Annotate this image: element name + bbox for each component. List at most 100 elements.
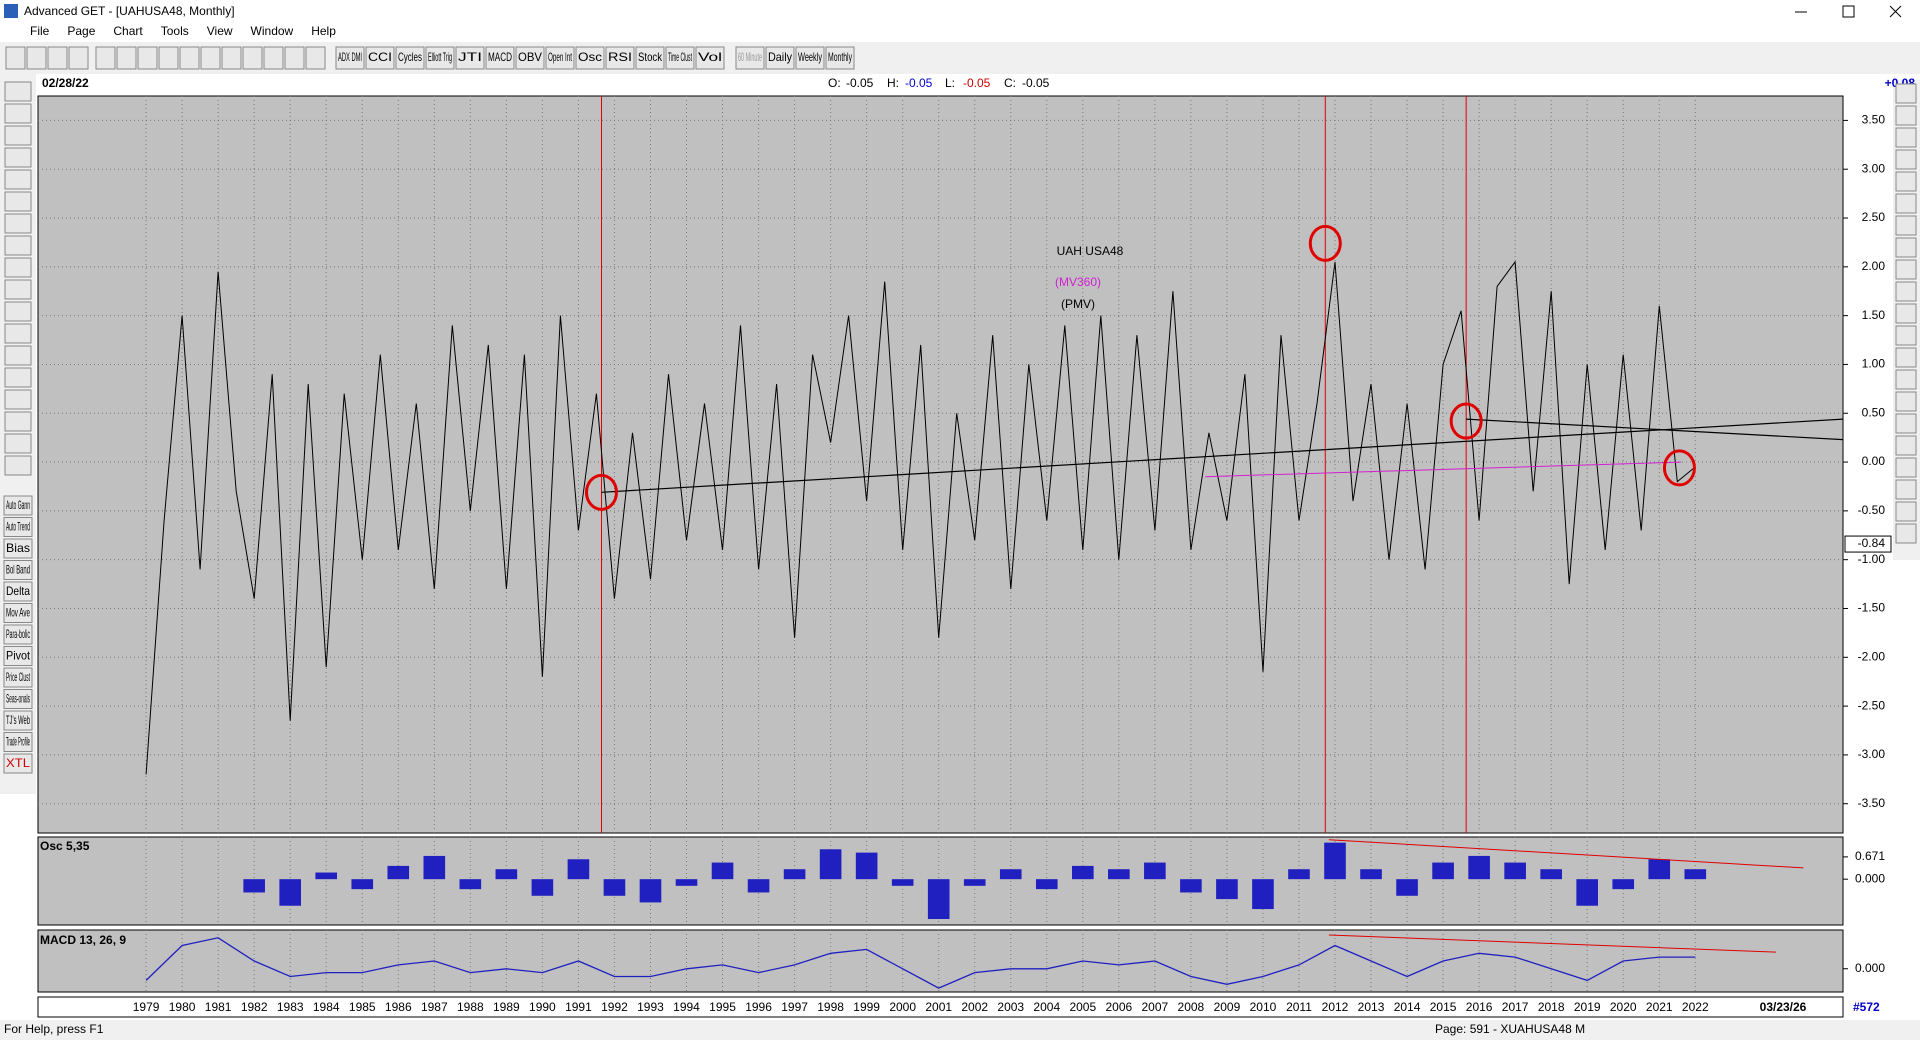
- osc-bar: [1324, 842, 1346, 880]
- toolbar-button[interactable]: [425, 46, 455, 70]
- osc-bar: [1216, 879, 1238, 900]
- x-tick-label: 2002: [961, 1000, 988, 1014]
- tool-icon[interactable]: [5, 46, 26, 70]
- right-icon[interactable]: [1895, 259, 1917, 280]
- side-icon[interactable]: [4, 257, 32, 278]
- toolbar-button[interactable]: [765, 46, 795, 70]
- tool-icon[interactable]: [221, 46, 242, 70]
- side-icon[interactable]: [4, 301, 32, 322]
- maximize[interactable]: [1842, 5, 1855, 18]
- toolbar-button[interactable]: [365, 46, 395, 70]
- side-button[interactable]: [3, 667, 33, 688]
- toolbar-button[interactable]: [545, 46, 575, 70]
- toolbar-button[interactable]: [825, 46, 855, 70]
- close[interactable]: [1889, 5, 1902, 18]
- right-icon[interactable]: [1895, 303, 1917, 324]
- x-tick-label: 2018: [1538, 1000, 1565, 1014]
- tool-icon[interactable]: [284, 46, 305, 70]
- side-button[interactable]: [3, 646, 33, 666]
- side-button[interactable]: [3, 624, 33, 645]
- side-button[interactable]: [3, 560, 33, 580]
- menu-item[interactable]: File: [30, 24, 50, 38]
- side-icon[interactable]: [4, 125, 32, 146]
- right-icon[interactable]: [1895, 391, 1917, 412]
- toolbar-button[interactable]: [635, 46, 665, 70]
- toolbar-button[interactable]: [605, 46, 635, 70]
- right-icon[interactable]: [1895, 413, 1917, 434]
- toolbar-button[interactable]: [515, 46, 545, 70]
- tool-icon[interactable]: [200, 46, 221, 70]
- toolbar-button[interactable]: [485, 46, 515, 70]
- side-button[interactable]: [3, 581, 33, 602]
- right-icon[interactable]: [1895, 523, 1917, 544]
- toolbar-button[interactable]: [735, 46, 765, 70]
- right-icon[interactable]: [1895, 325, 1917, 346]
- right-icon[interactable]: [1895, 369, 1917, 390]
- right-icon[interactable]: [1895, 105, 1917, 126]
- tool-icon[interactable]: [26, 46, 47, 70]
- side-icon[interactable]: [4, 81, 32, 102]
- menu-item[interactable]: Help: [311, 24, 336, 38]
- right-icon[interactable]: [1895, 479, 1917, 500]
- tool-icon[interactable]: [263, 46, 284, 70]
- side-icon[interactable]: [4, 433, 32, 454]
- tool-icon[interactable]: [95, 46, 116, 70]
- toolbar-button[interactable]: [455, 46, 485, 70]
- toolbar-button[interactable]: [695, 46, 725, 70]
- toolbar-button[interactable]: [795, 46, 825, 70]
- menu-item[interactable]: Page: [67, 24, 95, 38]
- menu-item[interactable]: View: [207, 24, 233, 38]
- side-icon[interactable]: [4, 235, 32, 256]
- right-icon[interactable]: [1895, 457, 1917, 478]
- tool-icon[interactable]: [242, 46, 263, 70]
- side-button[interactable]: [3, 753, 33, 774]
- right-icon[interactable]: [1895, 127, 1917, 148]
- right-icon[interactable]: [1895, 171, 1917, 192]
- side-icon[interactable]: [4, 389, 32, 410]
- side-button[interactable]: [3, 495, 33, 516]
- side-icon[interactable]: [4, 213, 32, 234]
- right-icon[interactable]: [1895, 237, 1917, 258]
- right-icon[interactable]: [1895, 193, 1917, 214]
- tool-icon[interactable]: [68, 46, 89, 70]
- right-icon[interactable]: [1895, 215, 1917, 236]
- tool-icon[interactable]: [179, 46, 200, 70]
- x-tick-label: 2012: [1322, 1000, 1349, 1014]
- side-icon[interactable]: [4, 455, 32, 476]
- right-icon[interactable]: [1895, 83, 1917, 104]
- tool-icon[interactable]: [137, 46, 158, 70]
- x-tick-label: 2008: [1178, 1000, 1205, 1014]
- side-icon[interactable]: [4, 367, 32, 388]
- toolbar-button[interactable]: [335, 46, 365, 70]
- side-button[interactable]: [3, 689, 33, 709]
- tool-icon[interactable]: [116, 46, 137, 70]
- menu-item[interactable]: Tools: [161, 24, 189, 38]
- side-icon[interactable]: [4, 103, 32, 124]
- side-icon[interactable]: [4, 191, 32, 212]
- x-tick-label: 2004: [1033, 1000, 1060, 1014]
- side-icon[interactable]: [4, 345, 32, 366]
- menu-item[interactable]: Window: [251, 24, 294, 38]
- side-button[interactable]: [3, 732, 33, 752]
- side-button[interactable]: [3, 538, 33, 559]
- toolbar-button[interactable]: [575, 46, 605, 70]
- right-icon[interactable]: [1895, 281, 1917, 302]
- tool-icon[interactable]: [158, 46, 179, 70]
- menu-item[interactable]: Chart: [113, 24, 143, 38]
- toolbar-button[interactable]: [665, 46, 695, 70]
- side-icon[interactable]: [4, 411, 32, 432]
- tool-icon[interactable]: [305, 46, 326, 70]
- side-button[interactable]: [3, 603, 33, 623]
- side-icon[interactable]: [4, 279, 32, 300]
- right-icon[interactable]: [1895, 149, 1917, 170]
- side-button[interactable]: [3, 517, 33, 537]
- right-icon[interactable]: [1895, 501, 1917, 522]
- right-icon[interactable]: [1895, 435, 1917, 456]
- side-button[interactable]: [3, 710, 33, 731]
- side-icon[interactable]: [4, 147, 32, 168]
- toolbar-button[interactable]: [395, 46, 425, 70]
- tool-icon[interactable]: [47, 46, 68, 70]
- side-icon[interactable]: [4, 323, 32, 344]
- side-icon[interactable]: [4, 169, 32, 190]
- right-icon[interactable]: [1895, 347, 1917, 368]
